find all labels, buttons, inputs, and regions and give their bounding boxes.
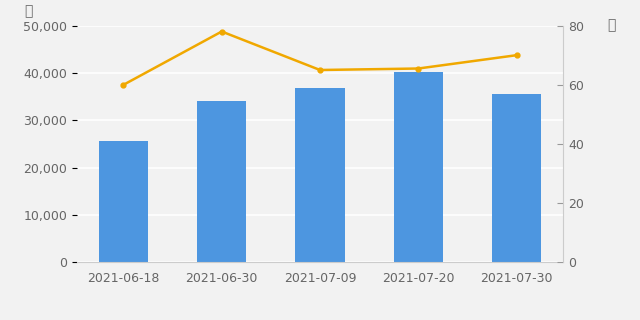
Bar [99, 141, 148, 262]
Y-axis label: 元: 元 [607, 19, 616, 33]
Bar [197, 101, 246, 262]
Bar [296, 88, 344, 262]
Bar [394, 72, 443, 262]
Y-axis label: 户: 户 [24, 4, 33, 19]
Bar [492, 94, 541, 262]
